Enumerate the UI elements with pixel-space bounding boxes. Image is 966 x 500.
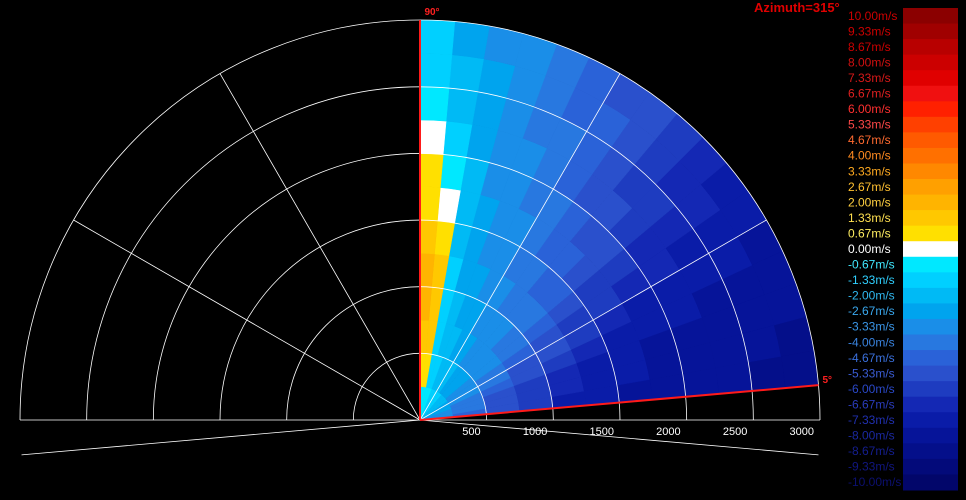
legend-swatch [903,39,958,56]
azimuth-spoke [219,73,421,421]
legend-label: -0.67m/s [848,258,895,272]
legend-label: -5.33m/s [848,366,895,380]
chart-title: Azimuth=315° [754,0,840,15]
azimuth-spoke [73,219,421,421]
legend-label: 4.67m/s [848,133,891,147]
range-tick-labels: 500 1000 1500 2000 2500 3000 [462,426,814,438]
velocity-cell [419,219,438,255]
legend-label: -6.67m/s [848,397,895,411]
legend-swatch [903,458,958,475]
legend-label: 9.33m/s [848,24,891,38]
legend-swatch [903,443,958,460]
legend-label: 3.33m/s [848,164,891,178]
legend-swatch [903,194,958,211]
legend-swatch [903,381,958,398]
range-tick-label: 1000 [523,426,547,438]
legend-swatch [903,225,958,242]
legend-swatch [903,147,958,164]
azimuth-spoke [419,419,819,456]
sector-boundaries [419,20,819,421]
legend-swatch [903,334,958,351]
legend-swatch [903,210,958,227]
sector-label-max: 90° [424,7,439,18]
azimuth-spoke [21,419,421,456]
velocity-cell [780,350,819,389]
velocity-cell [419,53,453,89]
legend-swatch [903,163,958,180]
legend-swatch [903,365,958,382]
legend-label: 1.33m/s [848,211,891,225]
legend-label: 0.00m/s [848,242,891,256]
velocity-cell [451,21,490,60]
legend-label: 6.00m/s [848,102,891,116]
legend-label: -6.00m/s [848,382,895,396]
legend-swatch [903,272,958,289]
velocity-cell [747,356,786,392]
legend-label: -1.33m/s [848,273,895,287]
velocity-cell [419,119,447,155]
legend-swatch [903,318,958,336]
azimuth-spoke [419,73,621,421]
range-tick-label: 500 [462,426,480,438]
legend-swatch [903,8,958,25]
velocity-cell [419,19,456,55]
legend-swatch [903,101,958,118]
range-tick-label: 3000 [790,426,814,438]
legend-label: 4.00m/s [848,149,891,163]
legend-label: 5.33m/s [848,118,891,132]
legend-label: 0.67m/s [848,226,891,240]
range-tick-label: 2500 [723,426,747,438]
legend-label: -4.00m/s [848,335,895,349]
legend-swatch [903,412,958,429]
legend-label: -2.67m/s [848,304,895,318]
velocity-cell [419,86,450,122]
velocity-cell [419,186,441,222]
velocity-cell [448,54,484,93]
legend-label: -8.00m/s [848,429,895,443]
legend-label: 2.67m/s [848,180,891,194]
azimuth-spoke [419,219,767,421]
legend-label: 2.00m/s [848,195,891,209]
legend-swatch [903,474,958,491]
legend-label: -3.33m/s [848,320,895,334]
legend-label: -2.00m/s [848,289,895,303]
legend-label: -4.67m/s [848,351,895,365]
legend-swatch [903,85,958,102]
legend-label: 8.67m/s [848,40,891,54]
legend-swatch [903,350,958,367]
sector-angle-labels: 90° 5° [424,7,832,386]
legend-swatch [903,427,958,444]
sector-boundary-line [419,384,819,421]
legend-swatch [903,70,958,87]
sector-label-min: 5° [822,375,832,386]
legend-label: 8.00m/s [848,55,891,69]
legend-label: 10.00m/s [848,9,897,23]
range-tick-label: 1500 [590,426,614,438]
color-legend: 10.00m/s9.33m/s 8.67m/s8.00m/s 7.33m/s 6.67… [848,8,958,491]
velocity-cell [419,153,444,188]
velocity-cells [419,19,819,421]
legend-swatch [903,303,958,320]
velocity-cell [445,87,479,125]
legend-label: -7.33m/s [848,413,895,427]
legend-swatch [903,256,958,273]
legend-label: 6.67m/s [848,87,891,101]
legend-label: -10.00m/s [848,475,901,489]
legend-swatch [903,179,958,196]
legend-swatch [903,132,958,149]
legend-swatch [903,54,958,71]
legend-swatch [903,396,958,413]
legend-label: -9.33m/s [848,460,895,474]
legend-swatch [903,241,958,258]
legend-swatch [903,116,958,133]
legend-swatch [903,23,958,40]
legend-label: 7.33m/s [848,71,891,85]
legend-swatch [903,287,958,304]
range-tick-label: 2000 [656,426,680,438]
legend-label: -8.67m/s [848,444,895,458]
